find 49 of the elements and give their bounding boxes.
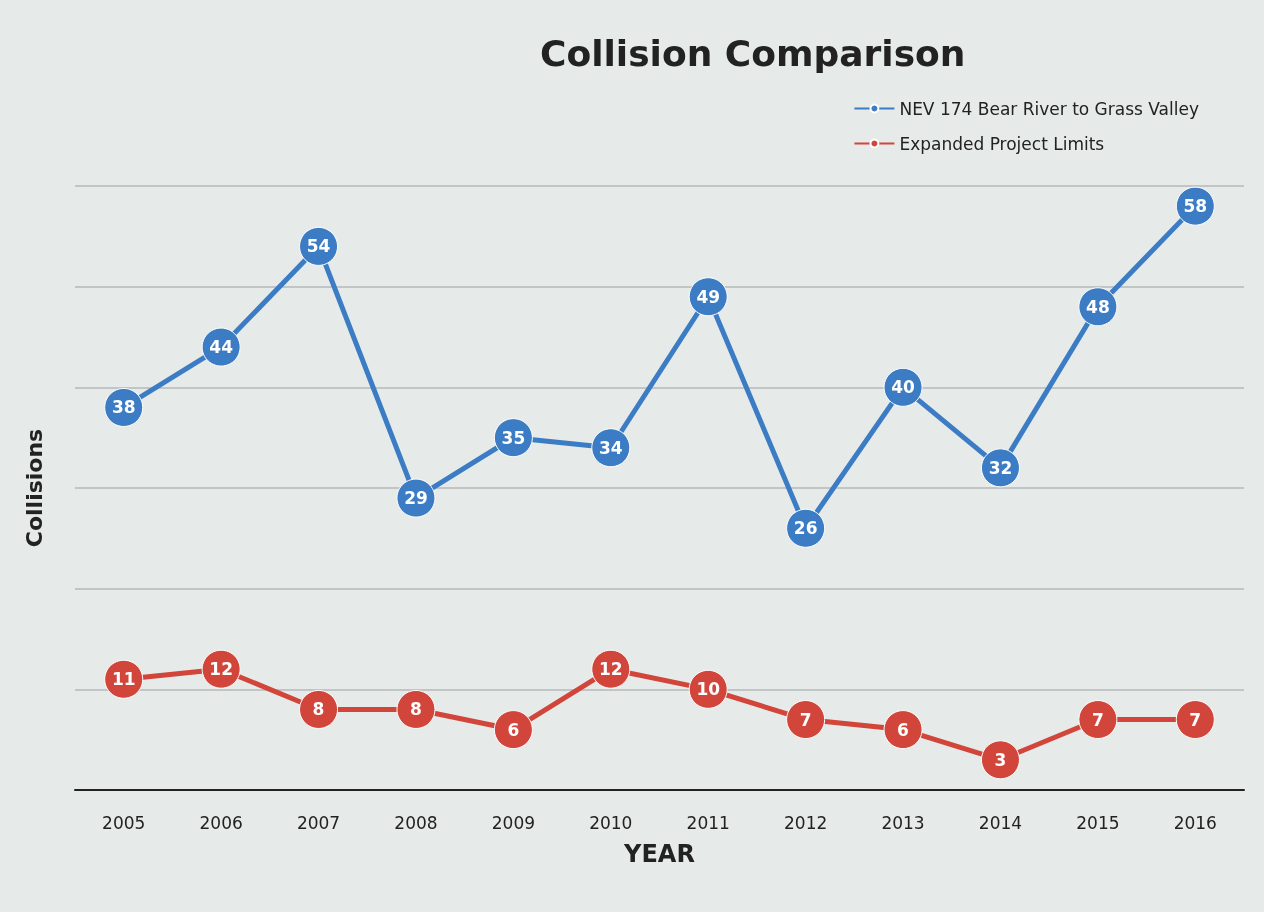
data-label: 32	[988, 457, 1013, 478]
point	[1175, 700, 1215, 740]
data-label: 10	[696, 679, 721, 700]
data-label: 6	[897, 719, 909, 740]
point	[396, 689, 436, 729]
point	[1078, 700, 1118, 740]
data-label: 40	[891, 377, 916, 398]
point	[883, 710, 923, 750]
y-axis-title: Collisions	[21, 428, 47, 548]
data-label: 48	[1086, 296, 1110, 317]
x-tick-label: 2014	[978, 812, 1023, 833]
data-label: 11	[111, 669, 136, 690]
data-label: 8	[312, 699, 325, 720]
data-label: 58	[1183, 196, 1208, 217]
x-tick-label: 2008	[394, 812, 438, 833]
data-label: 49	[696, 286, 721, 307]
data-label: 35	[501, 427, 526, 448]
point	[786, 700, 826, 740]
x-tick-label: 2007	[296, 812, 341, 833]
point	[299, 689, 339, 729]
data-label: 12	[598, 659, 623, 680]
x-tick-label: 2012	[783, 812, 828, 833]
data-label: 3	[994, 749, 1007, 770]
x-tick-label: 2015	[1076, 812, 1120, 833]
data-label: 34	[598, 437, 623, 458]
x-tick-label: 2016	[1173, 812, 1217, 833]
x-tick-label: 2010	[589, 812, 633, 833]
data-label: 8	[410, 699, 422, 720]
data-label: 6	[507, 719, 520, 740]
x-tick-label: 2009	[491, 812, 536, 833]
data-label: 7	[1091, 709, 1104, 730]
x-tick-label: 2005	[102, 812, 146, 833]
x-axis-title: YEAR	[623, 840, 695, 868]
data-label: 38	[111, 397, 136, 418]
data-label: 7	[799, 709, 812, 730]
data-label: 26	[793, 518, 818, 539]
data-label: 54	[306, 236, 331, 257]
point	[981, 740, 1020, 780]
point	[493, 710, 533, 750]
x-tick-label: 2006	[199, 812, 243, 833]
legend-label: Expanded Project Limits	[899, 133, 1105, 154]
legend-label: NEV 174 Bear River to Grass Valley	[899, 98, 1200, 119]
data-label: 12	[209, 659, 233, 680]
x-tick-label: 2013	[881, 812, 925, 833]
chart-title: Collision Comparison	[540, 32, 966, 74]
data-label: 29	[404, 488, 428, 509]
x-tick-label: 2011	[686, 812, 730, 833]
data-label: 44	[209, 337, 234, 358]
data-label: 7	[1189, 709, 1202, 730]
